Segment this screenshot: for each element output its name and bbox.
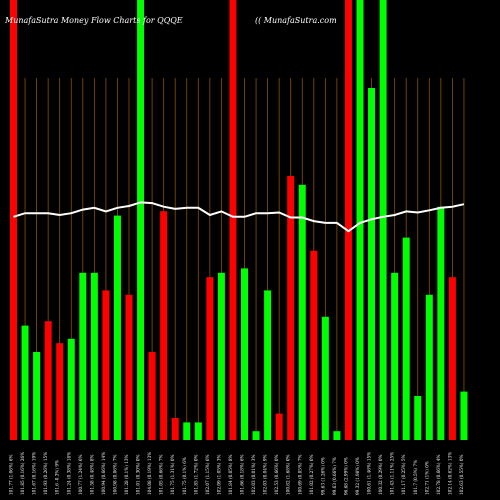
bar-down — [102, 290, 110, 440]
x-tick-label: 104.08 (0.19%) 13% — [147, 452, 152, 495]
x-tick-label: 99.63 (0.66%) 7% — [332, 457, 337, 495]
x-tick-label: 101.28 (0.1%) 13% — [124, 454, 129, 495]
bar-down — [171, 418, 179, 440]
bar-up — [113, 215, 121, 440]
x-tick-label: 102.53 (0.66%) 0% — [274, 454, 279, 495]
bar-down — [56, 343, 64, 440]
bar-up — [67, 338, 75, 440]
bar-up — [402, 237, 410, 440]
bar-up — [264, 290, 272, 440]
x-tick-label: 99.32 (1.98%) 0% — [355, 457, 360, 495]
x-tick-label: 101.75 (1.31%) 0% — [170, 454, 175, 495]
x-tick-label: 101.24 (0.38%) 18% — [66, 452, 71, 495]
bar-up — [33, 352, 41, 440]
bar-up — [437, 206, 445, 440]
x-tick-label: 100.77 (1.24%) 6% — [78, 454, 83, 495]
bar-up — [217, 272, 225, 440]
x-tick-label: 101.05 (0.66%) 7% — [159, 454, 164, 495]
bar-up — [21, 325, 29, 440]
x-tick-label: 101.93 (0.26%) 15% — [43, 452, 48, 495]
bar-down — [287, 176, 295, 440]
x-tick-label: 101.17 (0.25%) 5% — [401, 454, 406, 495]
bar-up — [298, 184, 306, 440]
x-tick-label: 101.7 (0.5%) 7% — [413, 460, 418, 495]
trend-line — [13, 201, 465, 233]
x-tick-label: 100.82 (1.68%) 0% — [286, 454, 291, 495]
bar-up — [425, 294, 433, 440]
x-tick-label: 102.14 (0.62%) 13% — [447, 452, 452, 495]
chart-subtitle: (( MunafaSutra.com — [255, 16, 337, 25]
bar-up — [460, 391, 468, 440]
x-tick-label: 102.71 (1%) 0% — [424, 461, 429, 495]
bar-down — [448, 277, 456, 440]
x-tick-label: 102.07 (1.15%) 6% — [205, 454, 210, 495]
bar-up — [356, 0, 364, 440]
bar-up — [321, 316, 329, 440]
x-tick-label: 101.85 (0.16%) 26% — [20, 452, 25, 495]
bar-up — [252, 431, 260, 440]
x-tick-label: 100.94 (0.66%) 14% — [101, 452, 106, 495]
x-tick-label: 100.61 (1.46%) 15% — [367, 452, 372, 495]
bar-down — [275, 413, 283, 440]
x-tick-label: 96.68 (2.99%) 0% — [343, 457, 348, 495]
x-tick-label: 102.78 (0.66%) 4% — [436, 454, 441, 495]
x-tick-label: 101.84 (0.05%) 8% — [228, 454, 233, 495]
bar-up — [241, 268, 248, 440]
bar-down — [344, 0, 352, 440]
x-tick-label: 102.03 (0.04%) 9% — [263, 454, 268, 495]
x-tick-label: 101.58 (0.48%) 8% — [89, 454, 94, 495]
bar-up — [414, 396, 422, 440]
bar-down — [125, 294, 133, 440]
x-tick-label: 101.66 (0.18%) 6% — [240, 454, 245, 495]
bar-up — [90, 272, 98, 440]
bar-down — [206, 277, 214, 440]
x-tick-labels: 101.77 (1.06%) 6% 101.85 (0.16%) 26% 101.6… — [9, 452, 464, 495]
x-tick-label: 100.69 (0.85%) 7% — [297, 454, 302, 495]
bar-up — [333, 431, 341, 440]
x-tick-label: 102.63 (0.55%) 0% — [459, 454, 464, 495]
x-tick-label: 99.63 (1.26%) 0% — [320, 457, 325, 495]
x-tick-label: 101.77 (1.06%) 6% — [9, 454, 14, 495]
bar-down — [310, 250, 318, 440]
x-tick-label: 101.6 -0.3%) 9% — [55, 460, 60, 495]
bar-up — [183, 422, 191, 440]
bar-down — [148, 352, 156, 440]
bar-down — [160, 211, 168, 440]
x-tick-label: 100.98 (0.06%) 7% — [112, 454, 117, 495]
x-tick-label: 101.43 (1.11%) 25% — [390, 452, 395, 495]
bar-up — [368, 88, 376, 440]
chart-title: MunafaSutra Money Flow Charts for QQQE — [4, 16, 183, 25]
bar-down — [10, 0, 17, 440]
bar-up — [79, 272, 87, 440]
x-tick-label: 101.01 (0.30%) 0% — [136, 454, 141, 495]
bar-up — [379, 0, 387, 440]
bar-up — [194, 422, 202, 440]
bar-up — [137, 0, 145, 440]
bar-down — [229, 0, 237, 440]
x-tick-label: 100.32 (0.29%) 0% — [378, 454, 383, 495]
bar-up — [391, 272, 399, 440]
bar-series — [10, 0, 468, 440]
x-tick-label: 101.85 (1.72%) 0% — [193, 454, 198, 495]
x-tick-label: 101.02 (0.27%) 0% — [309, 454, 314, 495]
bar-down — [44, 321, 52, 440]
x-tick-label: 102.03 (0.01%) 3% — [251, 454, 256, 495]
x-tick-label: 101.67 (0.16%) 19% — [32, 452, 37, 495]
x-tick-label: 102.09 (1.05%) 3% — [216, 454, 221, 495]
x-tick-label: 101.75 (0.1%) 6% — [182, 457, 187, 495]
